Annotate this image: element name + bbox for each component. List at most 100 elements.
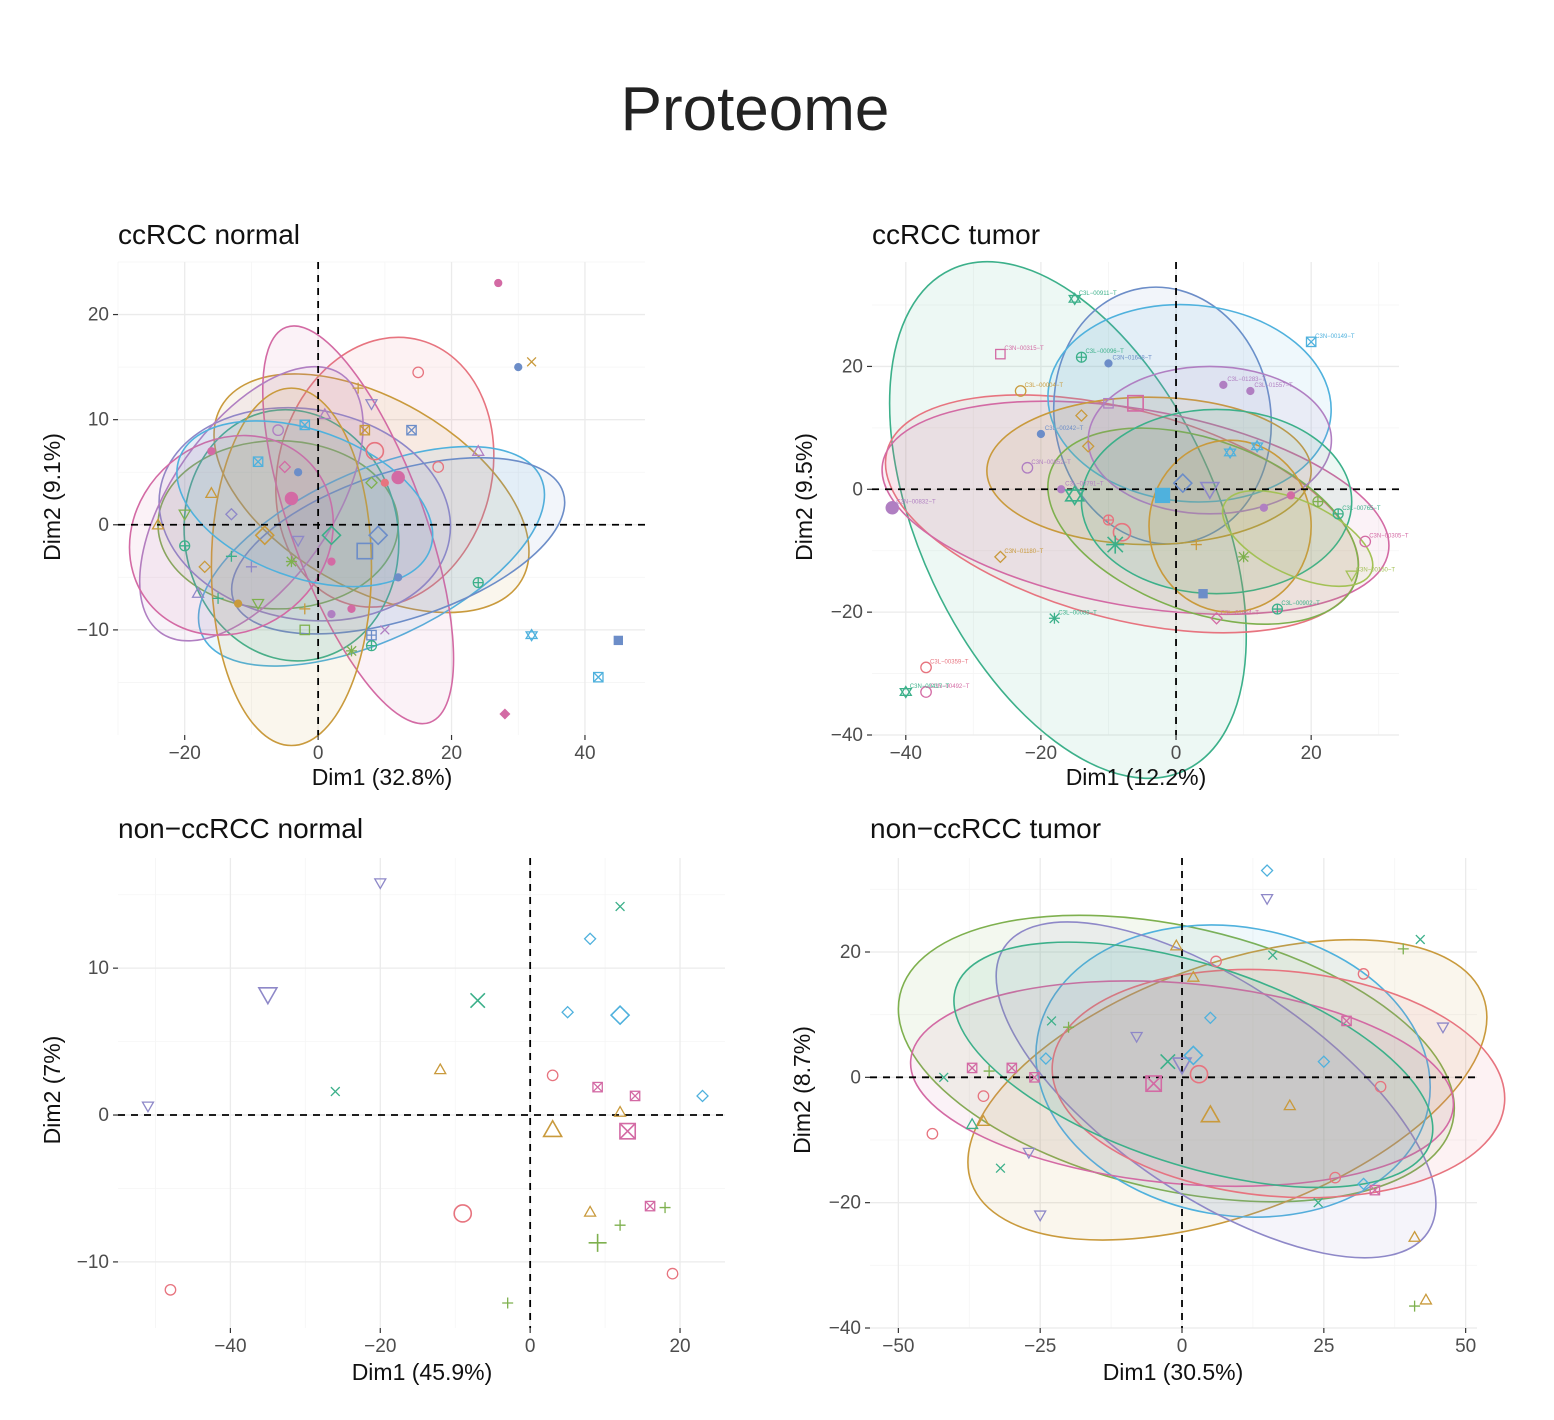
data-point xyxy=(151,517,165,530)
data-point xyxy=(1189,1064,1209,1084)
x-axis-title: Dim1 (12.2%) xyxy=(1066,764,1207,790)
group-ellipse xyxy=(1047,303,1332,503)
point-label: C3L−01283−T xyxy=(1227,377,1266,383)
data-point xyxy=(1374,1080,1387,1093)
data-point xyxy=(995,348,1006,360)
data-point xyxy=(412,366,425,379)
data-point xyxy=(299,603,311,615)
data-point xyxy=(1106,535,1125,554)
data-point xyxy=(619,1122,637,1140)
data-point xyxy=(1169,938,1183,951)
data-point xyxy=(885,500,900,515)
data-point xyxy=(1048,612,1060,624)
data-point xyxy=(1145,1075,1163,1093)
group-ellipse xyxy=(995,921,1437,1259)
plot-area: −20 0 20 40 −10 0 10 20 xyxy=(77,261,645,764)
data-point xyxy=(365,476,378,490)
data-point xyxy=(293,468,303,477)
data-points xyxy=(141,878,709,1309)
data-point xyxy=(993,550,1007,564)
data-point xyxy=(659,1202,671,1214)
y-tick-label: 0 xyxy=(98,515,109,536)
data-point xyxy=(469,992,486,1009)
data-point xyxy=(356,542,374,560)
point-label: C3L−00359−T xyxy=(930,659,969,665)
data-point xyxy=(966,1062,978,1074)
data-point xyxy=(364,399,379,411)
data-point xyxy=(588,1233,607,1252)
data-point xyxy=(1260,864,1274,877)
data-point xyxy=(976,1114,991,1126)
data-point xyxy=(1312,495,1324,508)
data-point xyxy=(920,661,932,674)
data-point xyxy=(365,441,385,461)
x-tick-label: 0 xyxy=(313,743,324,764)
group-ellipse xyxy=(176,420,434,588)
data-point xyxy=(380,478,389,487)
y-tick-label: 0 xyxy=(852,479,863,500)
data-point xyxy=(345,645,357,657)
group-ellipse xyxy=(888,260,1248,780)
point-label: C3N−01648−T xyxy=(1112,355,1152,361)
data-point xyxy=(394,573,403,582)
point-label: C3N−00315−T xyxy=(1004,346,1044,352)
data-point xyxy=(359,424,371,436)
data-point xyxy=(1317,1055,1331,1069)
x-axis-title: Dim1 (30.5%) xyxy=(1103,1359,1244,1385)
data-point xyxy=(1332,508,1344,520)
data-point xyxy=(514,362,523,372)
data-point xyxy=(1171,1057,1193,1076)
x-tick-label: −20 xyxy=(364,1336,396,1357)
confidence-ellipses xyxy=(128,325,566,747)
point-label: C3L−01557−T xyxy=(1254,383,1293,389)
y-tick-label: −10 xyxy=(77,1252,109,1273)
data-point xyxy=(1036,429,1046,439)
x-axis-title: Dim1 (45.9%) xyxy=(352,1359,493,1385)
data-point xyxy=(1068,292,1082,306)
group-ellipse xyxy=(230,456,566,635)
data-point xyxy=(644,1200,656,1212)
point-label: C3L−00242−T xyxy=(1045,426,1084,432)
data-point xyxy=(1219,380,1228,389)
data-point xyxy=(299,624,311,636)
data-point xyxy=(1075,409,1088,422)
point-label: C3N−01180−T xyxy=(1004,549,1043,555)
data-point xyxy=(1154,487,1171,504)
x-tick-label: 0 xyxy=(1177,1336,1188,1357)
data-point xyxy=(224,507,238,521)
data-point xyxy=(272,424,284,437)
data-point xyxy=(1357,968,1370,980)
data-point xyxy=(284,491,299,506)
y-tick-label: 10 xyxy=(88,958,109,979)
group-ellipse xyxy=(1051,968,1506,1199)
data-point xyxy=(368,525,389,546)
data-point xyxy=(1436,1022,1450,1035)
group-ellipse xyxy=(1148,439,1312,613)
data-point xyxy=(615,901,625,912)
x-tick-label: 20 xyxy=(669,1336,690,1357)
data-point xyxy=(178,509,192,522)
data-point xyxy=(561,1005,575,1019)
axes: −40 −20 0 20 −10 0 10 xyxy=(77,958,691,1357)
y-axis-title: Dim2 (9.1%) xyxy=(39,433,65,561)
data-point xyxy=(1039,1052,1053,1065)
x-tick-label: −20 xyxy=(1025,743,1057,764)
point-label: C3N−00305−T xyxy=(1369,534,1409,540)
group-ellipse xyxy=(986,396,1312,546)
data-point xyxy=(352,382,364,394)
data-point xyxy=(1029,1072,1040,1083)
group-ellipse xyxy=(128,434,335,636)
data-point xyxy=(1186,970,1200,982)
data-point xyxy=(983,1065,995,1077)
data-point xyxy=(472,576,484,589)
x-tick-label: −40 xyxy=(890,743,922,764)
data-point xyxy=(245,561,257,573)
data-point xyxy=(233,599,243,608)
plot-area: −50 −25 0 25 50 −40 −20 0 20 xyxy=(829,858,1506,1357)
x-tick-label: 40 xyxy=(574,743,595,764)
data-point xyxy=(1345,570,1359,583)
data-point xyxy=(583,932,597,946)
data-point xyxy=(1081,439,1095,453)
data-point xyxy=(995,1163,1006,1174)
data-point xyxy=(613,635,623,646)
